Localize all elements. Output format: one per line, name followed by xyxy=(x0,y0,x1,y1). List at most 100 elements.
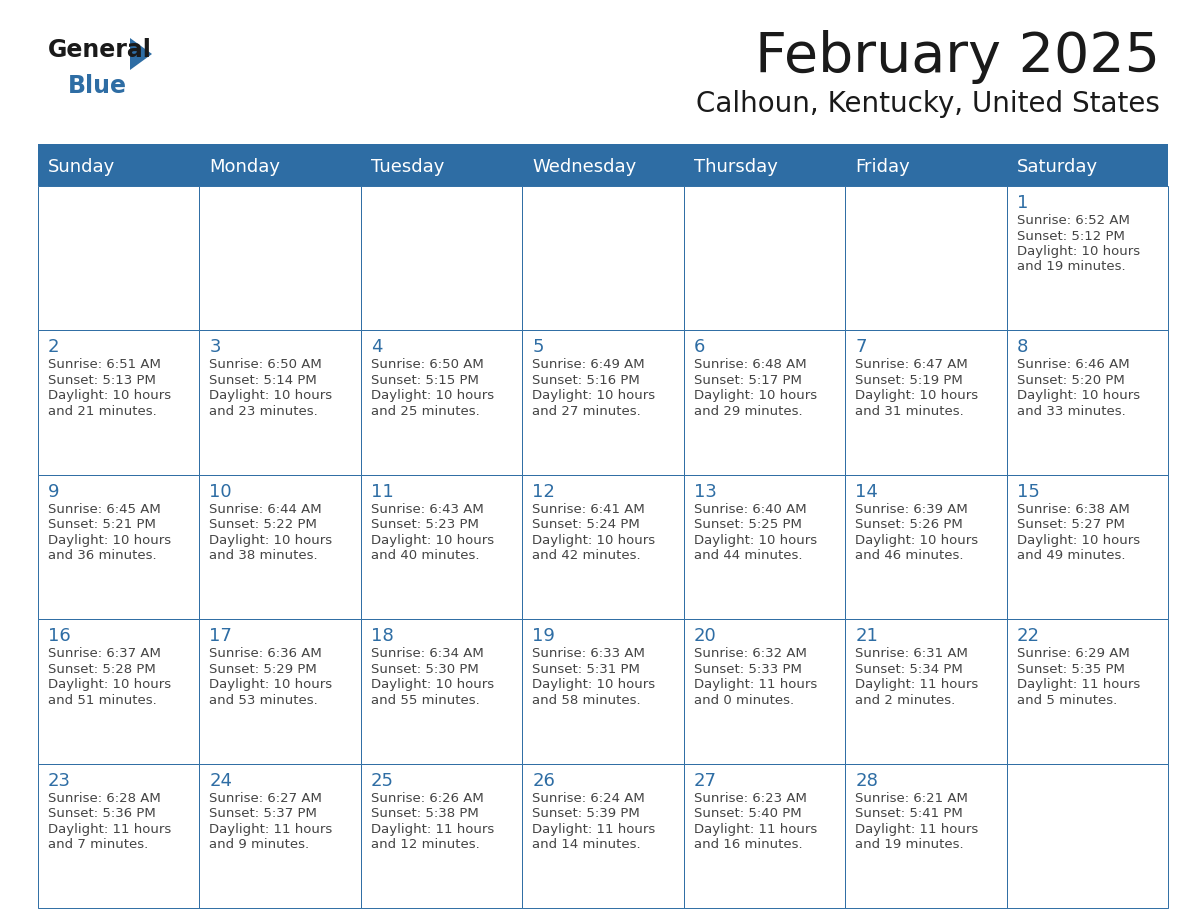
Bar xyxy=(361,475,523,620)
Text: Sunrise: 6:26 AM: Sunrise: 6:26 AM xyxy=(371,791,484,804)
Text: and 21 minutes.: and 21 minutes. xyxy=(48,405,157,418)
Text: 11: 11 xyxy=(371,483,393,501)
Text: 1: 1 xyxy=(1017,194,1028,212)
Bar xyxy=(38,620,200,764)
Text: and 40 minutes.: and 40 minutes. xyxy=(371,549,479,563)
Polygon shape xyxy=(129,38,152,70)
Text: and 33 minutes.: and 33 minutes. xyxy=(1017,405,1125,418)
Text: and 42 minutes.: and 42 minutes. xyxy=(532,549,640,563)
Text: and 23 minutes.: and 23 minutes. xyxy=(209,405,318,418)
Text: 15: 15 xyxy=(1017,483,1040,501)
Bar xyxy=(684,764,845,908)
Text: and 55 minutes.: and 55 minutes. xyxy=(371,694,480,707)
Bar xyxy=(684,330,845,475)
Bar xyxy=(1006,186,1168,330)
Text: Saturday: Saturday xyxy=(1017,158,1098,176)
Text: and 19 minutes.: and 19 minutes. xyxy=(1017,261,1125,274)
Text: Sunset: 5:17 PM: Sunset: 5:17 PM xyxy=(694,374,802,386)
Text: 5: 5 xyxy=(532,339,544,356)
Bar xyxy=(684,475,845,620)
Text: and 14 minutes.: and 14 minutes. xyxy=(532,838,640,851)
Text: Sunrise: 6:38 AM: Sunrise: 6:38 AM xyxy=(1017,503,1130,516)
Bar xyxy=(523,186,684,330)
Bar xyxy=(1006,764,1168,908)
Text: Sunset: 5:28 PM: Sunset: 5:28 PM xyxy=(48,663,156,676)
Text: Daylight: 11 hours: Daylight: 11 hours xyxy=(855,678,979,691)
Text: Sunrise: 6:52 AM: Sunrise: 6:52 AM xyxy=(1017,214,1130,227)
Text: Daylight: 10 hours: Daylight: 10 hours xyxy=(694,389,817,402)
Text: Friday: Friday xyxy=(855,158,910,176)
Bar xyxy=(845,186,1006,330)
Text: Daylight: 10 hours: Daylight: 10 hours xyxy=(48,389,171,402)
Text: Daylight: 10 hours: Daylight: 10 hours xyxy=(209,389,333,402)
Text: Sunset: 5:31 PM: Sunset: 5:31 PM xyxy=(532,663,640,676)
Text: Sunset: 5:34 PM: Sunset: 5:34 PM xyxy=(855,663,963,676)
Text: Daylight: 10 hours: Daylight: 10 hours xyxy=(209,533,333,547)
Text: Sunset: 5:37 PM: Sunset: 5:37 PM xyxy=(209,807,317,820)
Text: 7: 7 xyxy=(855,339,866,356)
Text: Sunset: 5:35 PM: Sunset: 5:35 PM xyxy=(1017,663,1125,676)
Text: Daylight: 11 hours: Daylight: 11 hours xyxy=(48,823,171,835)
Text: and 25 minutes.: and 25 minutes. xyxy=(371,405,480,418)
Text: Sunset: 5:22 PM: Sunset: 5:22 PM xyxy=(209,519,317,532)
Bar xyxy=(523,620,684,764)
Text: and 53 minutes.: and 53 minutes. xyxy=(209,694,318,707)
Text: Sunrise: 6:37 AM: Sunrise: 6:37 AM xyxy=(48,647,160,660)
Text: Daylight: 11 hours: Daylight: 11 hours xyxy=(694,678,817,691)
Bar xyxy=(361,620,523,764)
Text: Sunrise: 6:51 AM: Sunrise: 6:51 AM xyxy=(48,358,160,372)
Text: 8: 8 xyxy=(1017,339,1028,356)
Text: Sunset: 5:25 PM: Sunset: 5:25 PM xyxy=(694,519,802,532)
Text: and 36 minutes.: and 36 minutes. xyxy=(48,549,157,563)
Text: Sunset: 5:41 PM: Sunset: 5:41 PM xyxy=(855,807,963,820)
Text: Sunrise: 6:48 AM: Sunrise: 6:48 AM xyxy=(694,358,807,372)
Text: Sunset: 5:15 PM: Sunset: 5:15 PM xyxy=(371,374,479,386)
Bar xyxy=(38,330,200,475)
Text: 20: 20 xyxy=(694,627,716,645)
Text: 26: 26 xyxy=(532,772,555,789)
Text: Daylight: 10 hours: Daylight: 10 hours xyxy=(855,389,978,402)
Text: Sunset: 5:13 PM: Sunset: 5:13 PM xyxy=(48,374,156,386)
Text: 16: 16 xyxy=(48,627,71,645)
Text: Thursday: Thursday xyxy=(694,158,778,176)
Text: Daylight: 11 hours: Daylight: 11 hours xyxy=(209,823,333,835)
Text: Sunrise: 6:40 AM: Sunrise: 6:40 AM xyxy=(694,503,807,516)
Text: Sunset: 5:20 PM: Sunset: 5:20 PM xyxy=(1017,374,1124,386)
Text: February 2025: February 2025 xyxy=(756,30,1159,84)
Text: Sunset: 5:16 PM: Sunset: 5:16 PM xyxy=(532,374,640,386)
Bar xyxy=(684,186,845,330)
Text: 13: 13 xyxy=(694,483,716,501)
Text: Sunset: 5:26 PM: Sunset: 5:26 PM xyxy=(855,519,963,532)
Text: Sunrise: 6:44 AM: Sunrise: 6:44 AM xyxy=(209,503,322,516)
Text: Sunset: 5:23 PM: Sunset: 5:23 PM xyxy=(371,519,479,532)
Bar xyxy=(38,475,200,620)
Text: Sunrise: 6:50 AM: Sunrise: 6:50 AM xyxy=(209,358,322,372)
Bar xyxy=(845,330,1006,475)
Text: Daylight: 10 hours: Daylight: 10 hours xyxy=(48,533,171,547)
Text: Daylight: 10 hours: Daylight: 10 hours xyxy=(371,533,494,547)
Text: 28: 28 xyxy=(855,772,878,789)
Text: Daylight: 10 hours: Daylight: 10 hours xyxy=(532,389,656,402)
Text: Daylight: 10 hours: Daylight: 10 hours xyxy=(371,678,494,691)
Text: Sunset: 5:24 PM: Sunset: 5:24 PM xyxy=(532,519,640,532)
Text: Sunset: 5:27 PM: Sunset: 5:27 PM xyxy=(1017,519,1125,532)
Text: Sunrise: 6:39 AM: Sunrise: 6:39 AM xyxy=(855,503,968,516)
Text: Daylight: 10 hours: Daylight: 10 hours xyxy=(48,678,171,691)
Text: and 27 minutes.: and 27 minutes. xyxy=(532,405,642,418)
Text: Sunset: 5:19 PM: Sunset: 5:19 PM xyxy=(855,374,963,386)
Bar xyxy=(200,475,361,620)
Text: Sunrise: 6:28 AM: Sunrise: 6:28 AM xyxy=(48,791,160,804)
Text: Sunrise: 6:21 AM: Sunrise: 6:21 AM xyxy=(855,791,968,804)
Text: 4: 4 xyxy=(371,339,383,356)
Text: and 29 minutes.: and 29 minutes. xyxy=(694,405,802,418)
Text: Sunrise: 6:31 AM: Sunrise: 6:31 AM xyxy=(855,647,968,660)
Text: Tuesday: Tuesday xyxy=(371,158,444,176)
Text: Sunrise: 6:36 AM: Sunrise: 6:36 AM xyxy=(209,647,322,660)
Bar xyxy=(845,764,1006,908)
Text: 27: 27 xyxy=(694,772,716,789)
Text: 12: 12 xyxy=(532,483,555,501)
Text: 21: 21 xyxy=(855,627,878,645)
Text: Sunrise: 6:43 AM: Sunrise: 6:43 AM xyxy=(371,503,484,516)
Text: Sunset: 5:40 PM: Sunset: 5:40 PM xyxy=(694,807,802,820)
Text: 18: 18 xyxy=(371,627,393,645)
